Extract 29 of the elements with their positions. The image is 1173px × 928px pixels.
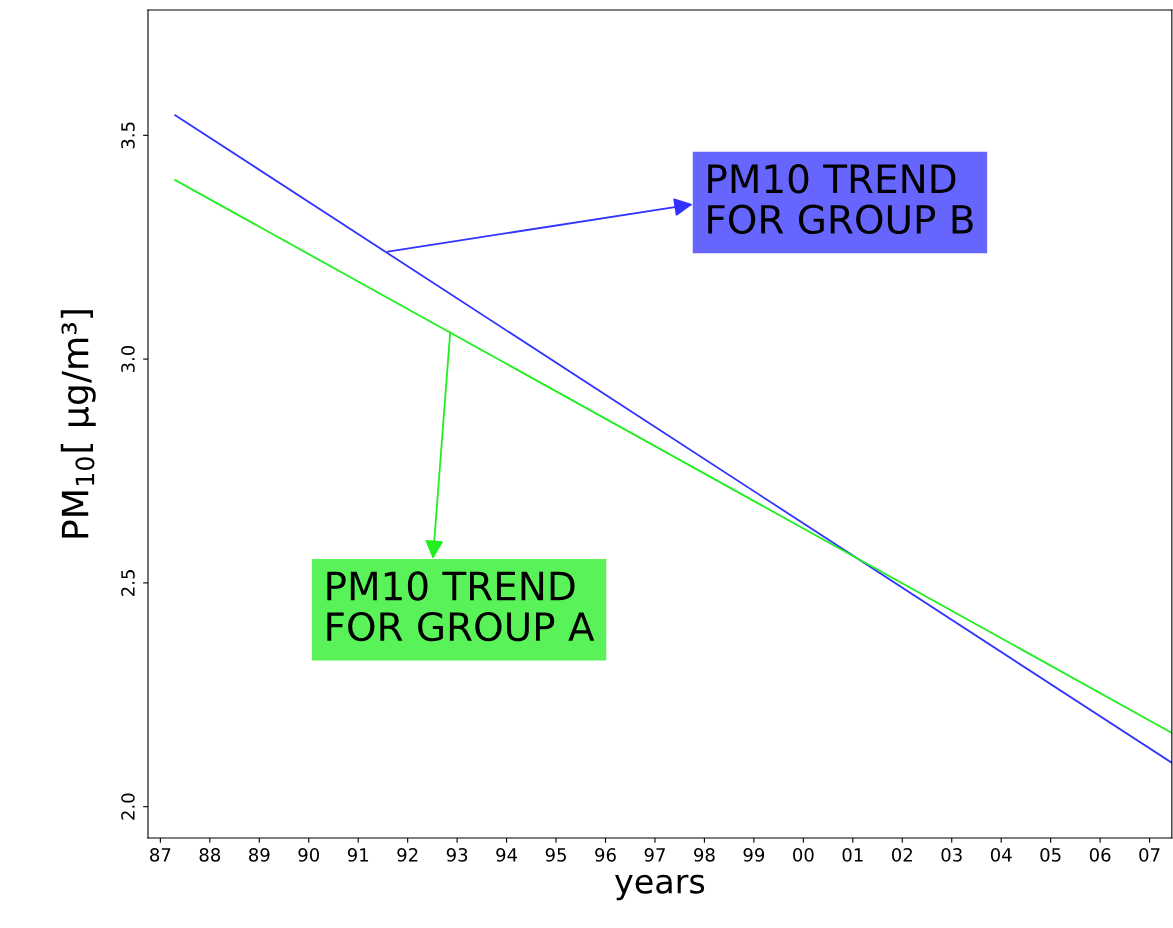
x-tick-label: 96 [595,848,616,862]
y-tick-label: 3.5 [121,122,135,149]
x-axis-title: years [615,874,705,901]
x-tick-label: 99 [743,848,765,862]
y-tick-label: 2.0 [121,793,135,820]
x-tick-label: 98 [694,848,715,862]
x-tick-label: 87 [150,848,171,862]
x-tick-label: 00 [793,848,814,862]
x-tick-label: 07 [1139,848,1160,862]
x-tick-label: 95 [545,848,566,862]
x-tick-label: 05 [1040,848,1061,862]
x-tick-label: 91 [347,848,369,862]
x-tick-label: 02 [891,848,912,862]
x-tick-label: 89 [249,848,270,862]
x-tick-label: 92 [397,848,418,862]
x-tick-label: 03 [941,848,962,862]
y-tick-label: 2.5 [121,570,135,596]
y-tick-label: 3.0 [121,345,135,373]
x-tick-label: 01 [842,848,863,862]
annotation: PM10 TREND FOR GROUP A [327,571,595,642]
y-axis-title: PM$_{10}$[ µg/m³] [60,310,96,538]
x-tick-label: 93 [446,848,468,862]
x-tick-label: 94 [496,848,518,862]
x-tick-label: 90 [298,848,320,862]
annotation: PM10 TREND FOR GROUP B [708,164,973,235]
x-tick-label: 88 [199,848,221,862]
x-tick-label: 04 [990,848,1012,862]
x-tick-label: 06 [1089,848,1111,862]
x-tick-label: 97 [644,848,665,862]
